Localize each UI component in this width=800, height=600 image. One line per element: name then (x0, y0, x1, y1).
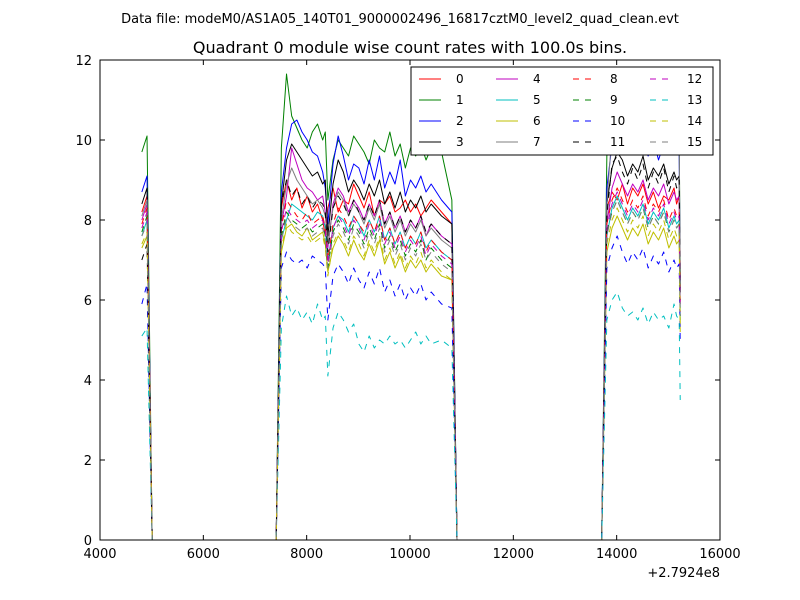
series-line-11 (141, 155, 681, 540)
axes-frame (99, 59, 721, 541)
legend-label-5: 5 (533, 93, 541, 107)
legend-box (410, 66, 714, 156)
x-tick-label: 12000 (493, 547, 534, 562)
series-line-3 (141, 143, 681, 540)
legend-label-4: 4 (533, 72, 541, 86)
legend-label-13: 13 (687, 93, 702, 107)
legend-label-2: 2 (456, 114, 464, 128)
legend-label-10: 10 (610, 114, 625, 128)
legend-label-8: 8 (610, 72, 618, 86)
axis-ticks: 4000 6000 8000 10000 12000 14000 1600002468101… (75, 54, 740, 562)
series-line-14 (141, 207, 681, 540)
y-tick-label: 4 (84, 374, 92, 389)
x-tick-label: 4000 (83, 547, 116, 562)
series-line-6 (141, 215, 681, 540)
x-offset-label: +2.7924e8 (647, 566, 720, 581)
x-tick-label: 14000 (596, 547, 637, 562)
suptitle: Data file: modeM0/AS1A05_140T01_90000024… (121, 12, 679, 27)
legend-label-6: 6 (533, 114, 541, 128)
series-line-15 (141, 199, 681, 540)
legend-label-14: 14 (687, 114, 702, 128)
legend-label-7: 7 (533, 135, 541, 149)
y-tick-label: 2 (84, 454, 92, 469)
series-line-10 (141, 235, 681, 540)
y-tick-label: 12 (75, 54, 92, 69)
legend-label-1: 1 (456, 93, 464, 107)
legend-label-3: 3 (456, 135, 464, 149)
y-tick-label: 6 (84, 294, 92, 309)
x-tick-label: 6000 (187, 547, 220, 562)
y-tick-label: 8 (84, 214, 92, 229)
legend-label-9: 9 (610, 93, 618, 107)
series-line-13 (141, 291, 681, 540)
x-tick-label: 8000 (290, 547, 323, 562)
series-line-0 (141, 179, 681, 540)
y-tick-label: 10 (75, 134, 92, 149)
legend-label-12: 12 (687, 72, 702, 86)
series-line-8 (141, 187, 681, 540)
x-tick-label: 16000 (699, 547, 740, 562)
plot-area (141, 73, 681, 540)
legend-label-11: 11 (610, 135, 625, 149)
y-tick-label: 0 (84, 534, 92, 549)
x-tick-label: 10000 (389, 547, 430, 562)
chart-title: Quadrant 0 module wise count rates with … (193, 38, 627, 57)
legend-label-15: 15 (687, 135, 702, 149)
legend-label-0: 0 (456, 72, 464, 86)
series-line-12 (141, 191, 681, 540)
